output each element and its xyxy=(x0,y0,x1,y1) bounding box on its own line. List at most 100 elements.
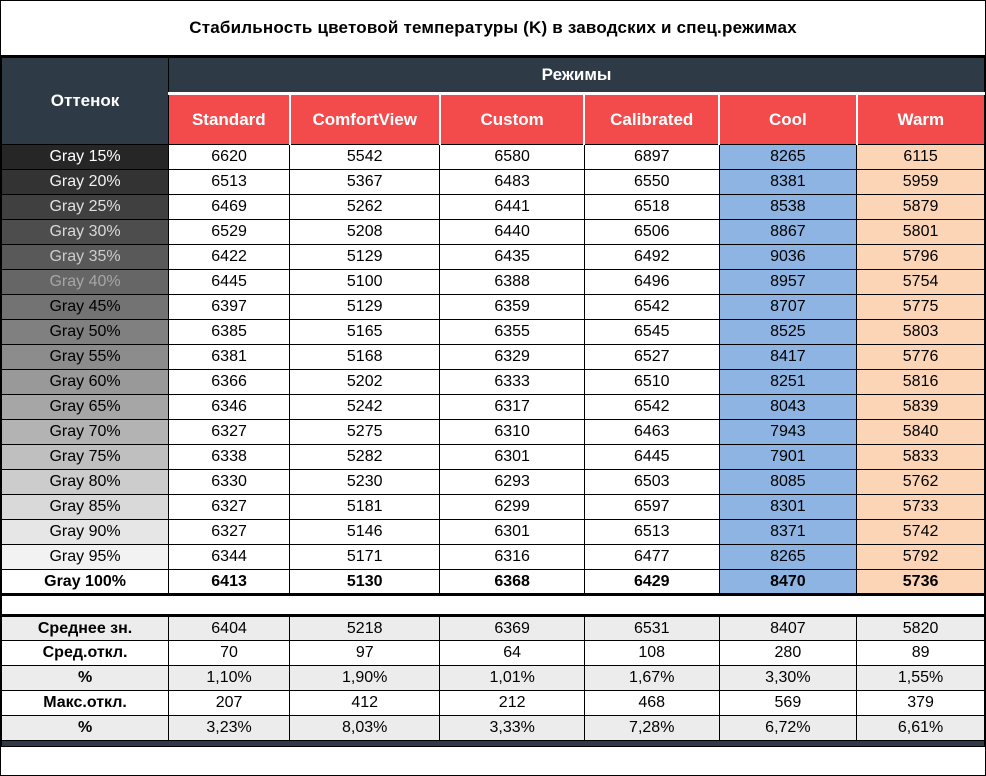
data-cell: 6503 xyxy=(583,469,720,495)
row-label: Gray 80% xyxy=(1,469,170,495)
data-cell: 7943 xyxy=(718,419,858,445)
table-row: Gray 95% 6344 5171 6316 6477 8265 5792 xyxy=(1,544,985,570)
table-row: Gray 85% 6327 5181 6299 6597 8301 5733 xyxy=(1,494,985,520)
data-cell: 6445 xyxy=(583,444,720,470)
row-label: Gray 55% xyxy=(1,344,170,370)
data-cell: 5742 xyxy=(856,519,985,545)
data-cell: 6542 xyxy=(583,394,720,420)
data-cell: 6422 xyxy=(168,244,291,270)
column-header-warm: Warm xyxy=(855,92,985,145)
table-row: Gray 100% 6413 5130 6368 6429 8470 5736 xyxy=(1,569,985,595)
summary-cell: 6531 xyxy=(583,615,720,641)
data-cell: 6368 xyxy=(439,569,585,595)
row-label: Gray 15% xyxy=(1,144,170,170)
data-cell: 6301 xyxy=(439,519,585,545)
group-header-modes: Режимы xyxy=(168,57,985,94)
spacer-row xyxy=(1,593,985,617)
data-cell: 6513 xyxy=(168,169,291,195)
bottom-strip-row xyxy=(1,740,985,747)
summary-rows: Среднее зн. 6404 5218 6369 6531 8407 5820 Сред.… xyxy=(1,615,985,741)
data-cell: 6301 xyxy=(439,444,585,470)
summary-cell: 3,30% xyxy=(718,665,858,691)
summary-cell: 3,33% xyxy=(439,715,585,741)
data-cell: 6293 xyxy=(439,469,585,495)
data-cell: 5736 xyxy=(856,569,985,595)
data-cell: 5776 xyxy=(856,344,985,370)
summary-cell: 5820 xyxy=(856,615,985,641)
summary-cell: 6404 xyxy=(168,615,291,641)
data-cell: 6440 xyxy=(439,219,585,245)
column-header-cool: Cool xyxy=(718,92,858,145)
summary-cell: 7,28% xyxy=(583,715,720,741)
table-row: Gray 70% 6327 5275 6310 6463 7943 5840 xyxy=(1,419,985,445)
data-cell: 6327 xyxy=(168,419,291,445)
data-cell: 6338 xyxy=(168,444,291,470)
data-cell: 6506 xyxy=(583,219,720,245)
column-header-standard: Standard xyxy=(168,92,291,145)
data-cell: 5733 xyxy=(856,494,985,520)
data-cell: 8043 xyxy=(718,394,858,420)
data-cell: 5165 xyxy=(289,319,441,345)
table-row: Gray 30% 6529 5208 6440 6506 8867 5801 xyxy=(1,219,985,245)
summary-cell: 569 xyxy=(718,690,858,716)
data-cell: 6529 xyxy=(168,219,291,245)
data-cell: 8957 xyxy=(718,269,858,295)
data-cell: 8085 xyxy=(718,469,858,495)
data-cell: 8707 xyxy=(718,294,858,320)
data-cell: 6513 xyxy=(583,519,720,545)
data-cell: 5816 xyxy=(856,369,985,395)
table-row: Gray 65% 6346 5242 6317 6542 8043 5839 xyxy=(1,394,985,420)
summary-row-label: % xyxy=(1,715,170,741)
data-cell: 5792 xyxy=(856,544,985,570)
data-cell: 6381 xyxy=(168,344,291,370)
data-cell: 5129 xyxy=(289,294,441,320)
summary-row-label: Среднее зн. xyxy=(1,615,170,641)
data-cell: 5230 xyxy=(289,469,441,495)
data-cell: 6327 xyxy=(168,519,291,545)
data-cell: 6897 xyxy=(583,144,720,170)
data-cell: 8525 xyxy=(718,319,858,345)
data-cell: 6429 xyxy=(583,569,720,595)
data-cell: 5208 xyxy=(289,219,441,245)
data-cell: 5282 xyxy=(289,444,441,470)
data-cell: 6299 xyxy=(439,494,585,520)
data-cell: 6483 xyxy=(439,169,585,195)
data-cell: 5803 xyxy=(856,319,985,345)
data-cell: 6469 xyxy=(168,194,291,220)
data-cell: 6344 xyxy=(168,544,291,570)
data-cell: 6441 xyxy=(439,194,585,220)
temperature-table: Оттенок Режимы Standard ComfortView Cust… xyxy=(1,57,985,747)
data-cell: 8371 xyxy=(718,519,858,545)
data-cell: 5796 xyxy=(856,244,985,270)
summary-cell: 1,01% xyxy=(439,665,585,691)
data-cell: 5542 xyxy=(289,144,441,170)
summary-cell: 280 xyxy=(718,640,858,666)
data-cell: 5100 xyxy=(289,269,441,295)
row-label: Gray 30% xyxy=(1,219,170,245)
data-cell: 5775 xyxy=(856,294,985,320)
row-label: Gray 20% xyxy=(1,169,170,195)
data-cell: 5242 xyxy=(289,394,441,420)
data-cell: 6115 xyxy=(856,144,985,170)
row-label: Gray 45% xyxy=(1,294,170,320)
data-cell: 6310 xyxy=(439,419,585,445)
row-label: Gray 25% xyxy=(1,194,170,220)
summary-cell: 6369 xyxy=(439,615,585,641)
data-cell: 6397 xyxy=(168,294,291,320)
data-cell: 8251 xyxy=(718,369,858,395)
data-cell: 6388 xyxy=(439,269,585,295)
data-cell: 6550 xyxy=(583,169,720,195)
table-row: Gray 60% 6366 5202 6333 6510 8251 5816 xyxy=(1,369,985,395)
bottom-strip-section xyxy=(1,740,985,747)
data-cell: 5202 xyxy=(289,369,441,395)
data-cell: 5801 xyxy=(856,219,985,245)
data-cell: 6518 xyxy=(583,194,720,220)
summary-cell: 89 xyxy=(856,640,985,666)
data-cell: 8470 xyxy=(718,569,858,595)
data-cell: 5146 xyxy=(289,519,441,545)
column-header-calibrated: Calibrated xyxy=(583,92,721,145)
row-label: Gray 75% xyxy=(1,444,170,470)
data-cell: 6346 xyxy=(168,394,291,420)
row-label: Gray 95% xyxy=(1,544,170,570)
row-label: Gray 40% xyxy=(1,269,170,295)
